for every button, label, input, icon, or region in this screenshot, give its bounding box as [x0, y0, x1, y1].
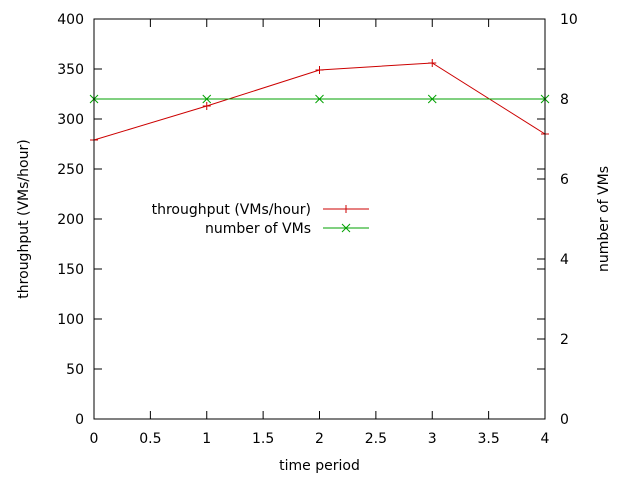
y-tick-label: 350 [57, 62, 84, 78]
y2-tick-label: 8 [560, 92, 569, 108]
x-axis-ticks: 0 0.5 1 1.5 2 2.5 3 3.5 4 [90, 19, 550, 447]
y2-tick-label: 2 [560, 332, 569, 348]
data-point-series-1 [315, 94, 324, 104]
x-tick-label: 3 [428, 431, 437, 447]
x-tick-label: 0 [90, 431, 99, 447]
data-point-series-1 [427, 94, 437, 104]
series-layer [89, 59, 550, 144]
x-axis-label: time period [279, 458, 360, 474]
y-tick-label: 300 [57, 112, 84, 128]
y-tick-label: 0 [75, 412, 84, 428]
plot-frame [93, 18, 546, 420]
y-tick-label: 400 [57, 12, 84, 28]
y2-tick-label: 10 [560, 12, 578, 28]
legend-label: number of VMs [205, 221, 311, 237]
left-axis-ticks: 0 50 100 150 200 250 300 350 400 [57, 12, 545, 428]
data-point-series-0 [202, 102, 211, 110]
legend-marker [342, 205, 350, 213]
legend: throughput (VMs/hour) number of VMs [152, 202, 369, 237]
y-tick-label: 150 [57, 262, 84, 278]
right-axis-ticks: 0 2 4 6 8 10 [537, 12, 578, 428]
x-tick-label: 1.5 [252, 431, 274, 447]
x-tick-label: 2.5 [365, 431, 387, 447]
y2-axis-label: number of VMs [596, 166, 612, 272]
y-tick-label: 50 [66, 362, 84, 378]
x-tick-label: 3.5 [477, 431, 499, 447]
x-tick-label: 0.5 [139, 431, 161, 447]
data-point-series-1 [202, 94, 212, 104]
x-tick-label: 2 [315, 431, 324, 447]
y-tick-label: 100 [57, 312, 84, 328]
x-tick-label: 4 [541, 431, 550, 447]
y-axis-label: throughput (VMs/hour) [16, 139, 32, 298]
x-tick-label: 1 [202, 431, 211, 447]
y2-tick-label: 0 [560, 412, 569, 428]
legend-marker [341, 223, 351, 233]
y-tick-label: 250 [57, 162, 84, 178]
data-point-series-0 [428, 59, 437, 67]
y-tick-label: 200 [57, 212, 84, 228]
series-line-0 [93, 62, 546, 141]
legend-label: throughput (VMs/hour) [152, 202, 311, 218]
y2-tick-label: 4 [560, 252, 569, 268]
y2-tick-label: 6 [560, 172, 569, 188]
data-point-series-0 [315, 66, 324, 74]
